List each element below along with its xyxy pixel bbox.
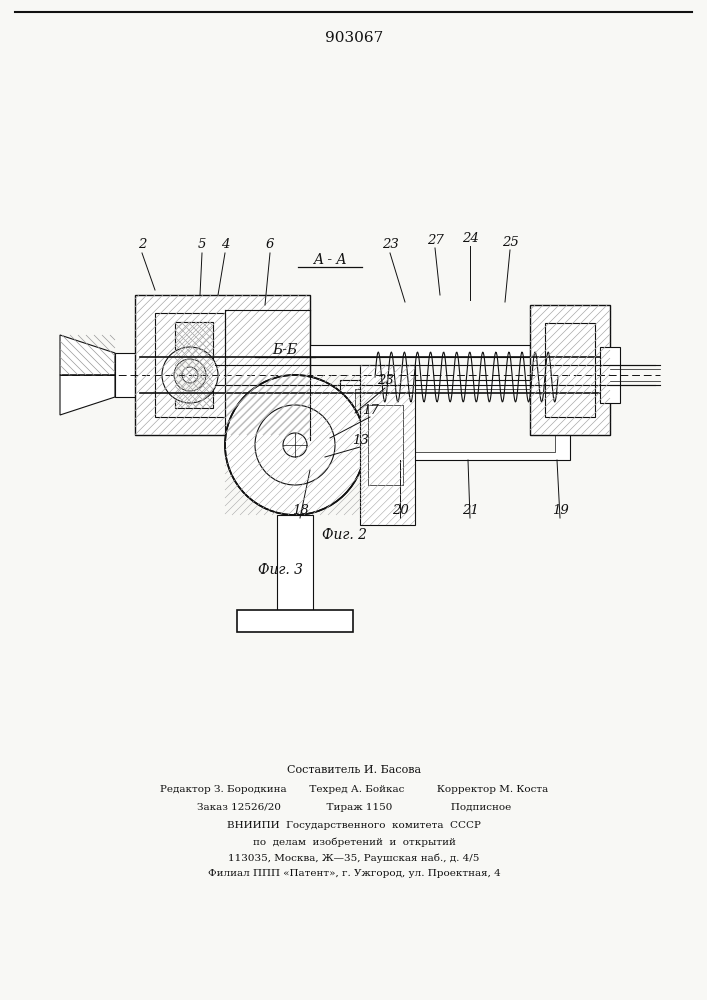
Circle shape — [255, 405, 335, 485]
Text: 13: 13 — [351, 434, 368, 446]
Text: 18: 18 — [291, 504, 308, 516]
Text: Заказ 12526/20              Тираж 1150                  Подписное: Заказ 12526/20 Тираж 1150 Подписное — [197, 804, 511, 812]
Text: 2: 2 — [138, 238, 146, 251]
Bar — [277, 515, 313, 610]
Text: Б-Б: Б-Б — [272, 343, 298, 357]
Polygon shape — [600, 347, 620, 403]
Text: 4: 4 — [221, 238, 229, 251]
Bar — [263, 467, 311, 492]
Text: 6: 6 — [266, 238, 274, 251]
Circle shape — [225, 375, 365, 515]
Bar — [368, 405, 403, 485]
Bar — [155, 313, 225, 417]
Bar — [250, 425, 325, 470]
Text: 20: 20 — [392, 504, 409, 516]
Text: Составитель И. Басова: Составитель И. Басова — [287, 765, 421, 775]
Text: 17: 17 — [361, 403, 378, 416]
Text: Редактор З. Бородкина       Техред А. Бойкас          Корректор М. Коста: Редактор З. Бородкина Техред А. Бойкас К… — [160, 786, 548, 794]
Bar — [355, 389, 555, 452]
Text: 24: 24 — [462, 232, 479, 244]
Text: Фиг. 3: Фиг. 3 — [257, 563, 303, 577]
Text: 25: 25 — [502, 235, 518, 248]
Text: A - A: A - A — [313, 253, 346, 267]
Circle shape — [283, 433, 307, 457]
Bar — [360, 365, 415, 525]
Text: Филиал ППП «Патент», г. Ужгород, ул. Проектная, 4: Филиал ППП «Патент», г. Ужгород, ул. Про… — [208, 869, 501, 879]
Bar — [340, 380, 570, 460]
Bar — [175, 322, 213, 408]
Text: Фиг. 2: Фиг. 2 — [322, 528, 368, 542]
Text: 27: 27 — [426, 233, 443, 246]
Polygon shape — [115, 353, 140, 397]
Circle shape — [174, 359, 206, 391]
Text: 19: 19 — [551, 504, 568, 516]
Circle shape — [182, 367, 198, 383]
Bar — [530, 305, 610, 435]
Circle shape — [162, 347, 218, 403]
Text: ВНИИПИ  Государственного  комитета  СССР: ВНИИПИ Государственного комитета СССР — [227, 822, 481, 830]
Polygon shape — [60, 335, 115, 375]
Polygon shape — [310, 345, 530, 357]
Text: по  делам  изобретений  и  открытий: по делам изобретений и открытий — [252, 837, 455, 847]
Bar — [237, 610, 353, 632]
Bar — [135, 295, 310, 435]
Text: 23: 23 — [382, 238, 398, 251]
Bar — [545, 323, 595, 417]
Text: 21: 21 — [462, 504, 479, 516]
Polygon shape — [310, 393, 530, 405]
Text: 23: 23 — [377, 373, 393, 386]
Text: 903067: 903067 — [325, 31, 383, 45]
Text: 113035, Москва, Ж—35, Раушская наб., д. 4/5: 113035, Москва, Ж—35, Раушская наб., д. … — [228, 853, 479, 863]
Text: 5: 5 — [198, 238, 206, 251]
Polygon shape — [60, 375, 115, 415]
